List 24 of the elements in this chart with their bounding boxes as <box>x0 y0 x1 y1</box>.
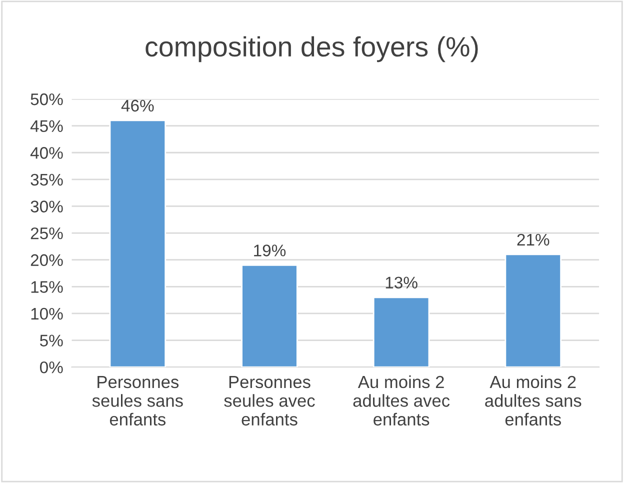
bar <box>109 120 166 368</box>
y-tick-label: 5% <box>40 334 63 346</box>
x-tick-label: Personnes seules sans enfants <box>92 376 183 426</box>
y-tick-label: 0% <box>40 361 63 374</box>
bar <box>504 254 562 368</box>
x-tick-label: Au moins 2 adultes avec enfants <box>353 375 450 426</box>
data-label: 46% <box>121 100 154 112</box>
y-tick-label: 40% <box>30 147 63 159</box>
x-tick-label: Au moins 2 adultes sans enfants <box>485 375 582 426</box>
chart-title: composition des foyers (%) <box>146 36 478 62</box>
y-tick-label: 15% <box>31 281 63 293</box>
y-tick-label: 25% <box>30 227 63 240</box>
data-label: 19% <box>254 244 286 256</box>
bar <box>372 296 430 368</box>
bar <box>241 264 298 368</box>
y-tick-label: 35% <box>30 174 63 186</box>
y-tick-label: 10% <box>31 308 63 320</box>
x-tick-label: Personnes seules avec enfants <box>224 376 315 426</box>
data-label: 13% <box>386 276 418 289</box>
y-tick-label: 45% <box>30 120 63 132</box>
data-label: 21% <box>517 234 550 246</box>
y-tick-label: 30% <box>30 200 63 212</box>
y-tick-label: 50% <box>30 93 63 106</box>
y-tick-label: 20% <box>30 254 63 266</box>
